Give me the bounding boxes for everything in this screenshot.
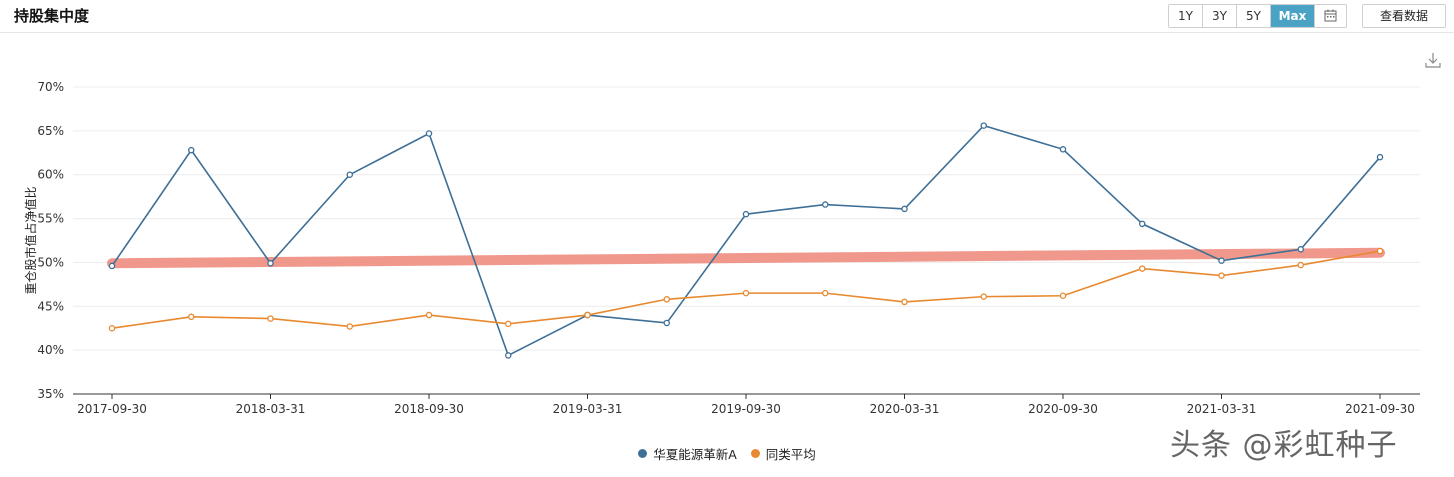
- data-point-1: [663, 296, 671, 303]
- data-point-1: [1297, 261, 1305, 269]
- data-point-0: [822, 201, 829, 208]
- data-point-0: [1139, 220, 1146, 228]
- download-icon[interactable]: [1424, 51, 1442, 69]
- y-tick-label: 55%: [37, 212, 64, 226]
- range-3y-button[interactable]: 3Y: [1203, 5, 1237, 27]
- panel-header: 持股集中度 1Y 3Y 5Y Max 查看数据: [0, 0, 1454, 33]
- data-point-1: [584, 311, 591, 319]
- data-point-0: [267, 260, 274, 267]
- data-point-1: [425, 311, 433, 319]
- range-max-button[interactable]: Max: [1271, 5, 1315, 27]
- x-tick-label: 2020-09-30: [1028, 402, 1098, 416]
- calendar-icon[interactable]: [1315, 5, 1346, 27]
- data-point-1: [980, 293, 988, 300]
- data-point-1: [108, 324, 116, 332]
- line-chart: 35% 40% 45% 50% 55% 60% 65% 70% 2017-09-30 2018-0…: [23, 80, 1420, 416]
- data-point-1: [187, 313, 195, 321]
- data-point-1: [742, 289, 750, 297]
- data-point-0: [901, 205, 908, 213]
- x-tick-label: 2020-03-31: [870, 402, 940, 416]
- data-point-1: [346, 323, 353, 330]
- data-point-0: [504, 352, 512, 359]
- x-tick-label: 2018-09-30: [394, 402, 464, 416]
- x-tick-label: 2021-09-30: [1345, 402, 1415, 416]
- panel-title: 持股集中度: [14, 7, 90, 25]
- data-point-0: [346, 171, 353, 178]
- data-point-0: [1297, 246, 1305, 253]
- data-point-1: [1139, 265, 1146, 272]
- data-point-0: [1059, 146, 1067, 153]
- data-point-0: [187, 146, 195, 154]
- range-1y-button[interactable]: 1Y: [1169, 5, 1203, 27]
- range-5y-button[interactable]: 5Y: [1237, 5, 1271, 27]
- legend-label-peer-average: 同类平均: [765, 447, 816, 462]
- x-tick-label: 2019-03-31: [553, 402, 623, 416]
- legend-label-fund: 华夏能源革新A: [653, 447, 737, 462]
- data-point-1: [504, 320, 512, 328]
- data-point-0: [742, 210, 750, 218]
- legend-item-peer-average[interactable]: 同类平均: [750, 444, 816, 463]
- y-tick-label: 50%: [37, 255, 64, 269]
- data-point-0: [663, 319, 671, 327]
- legend-marker-peer-average: [750, 449, 760, 458]
- legend-item-fund[interactable]: 华夏能源革新A: [638, 444, 737, 463]
- legend-marker-fund: [638, 449, 648, 458]
- data-point-1: [1376, 247, 1384, 255]
- y-tick-label: 45%: [37, 299, 64, 313]
- data-point-1: [1218, 272, 1225, 279]
- data-point-0: [1376, 153, 1384, 161]
- data-point-1: [822, 289, 829, 297]
- y-tick-label: 65%: [37, 124, 64, 138]
- watermark: 头条 @彩虹种子: [1170, 428, 1398, 463]
- data-point-0: [108, 262, 116, 270]
- y-tick-label: 40%: [37, 343, 64, 357]
- chart-legend: 华夏能源革新A 同类平均: [0, 444, 1454, 463]
- y-tick-label: 60%: [37, 168, 64, 182]
- data-point-0: [425, 130, 433, 137]
- data-point-0: [980, 122, 988, 129]
- y-tick-label: 70%: [37, 80, 64, 94]
- trend-highlight-line: [107, 247, 1385, 269]
- x-tick-label: 2021-03-31: [1187, 402, 1257, 416]
- x-tick-label: 2017-09-30: [77, 402, 147, 416]
- data-point-1: [267, 315, 274, 322]
- data-point-1: [1059, 292, 1067, 300]
- x-tick-label: 2019-09-30: [711, 402, 781, 416]
- view-data-button[interactable]: 查看数据: [1362, 4, 1446, 28]
- y-axis-label: 重仓股市值占净值比: [23, 186, 38, 294]
- time-range-selector: 1Y 3Y 5Y Max: [1168, 4, 1347, 28]
- data-point-0: [1218, 257, 1225, 264]
- y-tick-label: 35%: [37, 387, 64, 401]
- data-point-1: [901, 298, 908, 306]
- x-tick-label: 2018-03-31: [236, 402, 306, 416]
